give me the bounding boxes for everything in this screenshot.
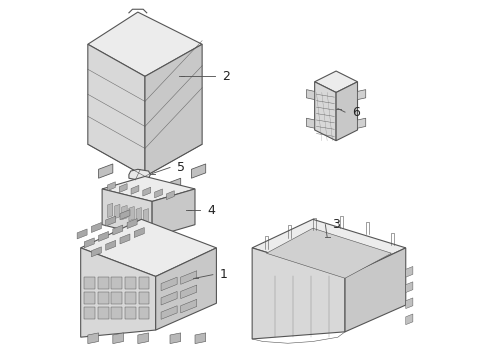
Polygon shape bbox=[406, 314, 413, 325]
Polygon shape bbox=[358, 90, 366, 100]
Polygon shape bbox=[119, 184, 127, 193]
FancyBboxPatch shape bbox=[125, 292, 136, 304]
Polygon shape bbox=[336, 82, 358, 141]
Polygon shape bbox=[181, 299, 197, 313]
Polygon shape bbox=[152, 189, 195, 237]
Polygon shape bbox=[129, 206, 134, 221]
Text: 2: 2 bbox=[222, 70, 230, 83]
Polygon shape bbox=[315, 71, 358, 93]
Polygon shape bbox=[81, 248, 156, 337]
Polygon shape bbox=[167, 191, 174, 200]
Polygon shape bbox=[98, 231, 109, 242]
Polygon shape bbox=[102, 176, 195, 202]
Polygon shape bbox=[92, 247, 101, 257]
Polygon shape bbox=[120, 210, 130, 220]
Polygon shape bbox=[406, 298, 413, 309]
FancyBboxPatch shape bbox=[111, 307, 122, 319]
Polygon shape bbox=[181, 285, 197, 298]
Polygon shape bbox=[406, 282, 413, 293]
Polygon shape bbox=[106, 216, 116, 226]
FancyBboxPatch shape bbox=[125, 277, 136, 289]
Polygon shape bbox=[406, 266, 413, 277]
FancyBboxPatch shape bbox=[98, 307, 109, 319]
FancyBboxPatch shape bbox=[125, 307, 136, 319]
FancyBboxPatch shape bbox=[84, 307, 95, 319]
Text: 1: 1 bbox=[220, 268, 228, 281]
Polygon shape bbox=[88, 12, 202, 76]
Polygon shape bbox=[192, 164, 206, 178]
Polygon shape bbox=[155, 189, 163, 198]
Polygon shape bbox=[106, 240, 116, 250]
Polygon shape bbox=[98, 164, 113, 178]
FancyBboxPatch shape bbox=[139, 307, 149, 319]
Polygon shape bbox=[181, 271, 197, 284]
Polygon shape bbox=[134, 228, 144, 238]
FancyBboxPatch shape bbox=[111, 277, 122, 289]
Polygon shape bbox=[131, 185, 139, 194]
Polygon shape bbox=[143, 208, 148, 223]
Polygon shape bbox=[306, 118, 315, 128]
Polygon shape bbox=[88, 333, 98, 343]
Polygon shape bbox=[315, 82, 336, 141]
Polygon shape bbox=[143, 187, 151, 196]
Polygon shape bbox=[195, 333, 206, 343]
Polygon shape bbox=[167, 178, 181, 193]
Polygon shape bbox=[129, 169, 150, 180]
Polygon shape bbox=[107, 203, 113, 217]
Polygon shape bbox=[136, 207, 142, 222]
Polygon shape bbox=[122, 205, 127, 220]
Polygon shape bbox=[107, 182, 115, 191]
Polygon shape bbox=[120, 234, 130, 244]
Polygon shape bbox=[161, 292, 177, 305]
Polygon shape bbox=[81, 219, 217, 276]
Polygon shape bbox=[113, 333, 123, 343]
FancyBboxPatch shape bbox=[98, 277, 109, 289]
Polygon shape bbox=[92, 222, 101, 233]
Polygon shape bbox=[161, 277, 177, 291]
FancyBboxPatch shape bbox=[139, 292, 149, 304]
Polygon shape bbox=[123, 178, 138, 193]
Polygon shape bbox=[161, 306, 177, 319]
Text: 5: 5 bbox=[177, 161, 185, 174]
Polygon shape bbox=[306, 90, 315, 100]
Polygon shape bbox=[345, 248, 406, 332]
Polygon shape bbox=[127, 219, 137, 229]
FancyBboxPatch shape bbox=[111, 292, 122, 304]
Polygon shape bbox=[138, 333, 148, 343]
Text: 3: 3 bbox=[333, 218, 341, 231]
Polygon shape bbox=[102, 189, 152, 237]
Polygon shape bbox=[156, 248, 217, 330]
FancyBboxPatch shape bbox=[98, 292, 109, 304]
Polygon shape bbox=[88, 44, 145, 176]
Polygon shape bbox=[113, 225, 123, 235]
FancyBboxPatch shape bbox=[139, 277, 149, 289]
Polygon shape bbox=[115, 204, 120, 219]
Polygon shape bbox=[84, 238, 94, 248]
Polygon shape bbox=[358, 118, 366, 128]
Polygon shape bbox=[170, 333, 181, 343]
Polygon shape bbox=[267, 228, 392, 278]
Polygon shape bbox=[252, 219, 406, 276]
FancyBboxPatch shape bbox=[84, 292, 95, 304]
Polygon shape bbox=[145, 44, 202, 176]
FancyBboxPatch shape bbox=[84, 277, 95, 289]
Text: 6: 6 bbox=[352, 105, 360, 119]
Polygon shape bbox=[252, 248, 345, 339]
Text: 4: 4 bbox=[207, 204, 216, 217]
Polygon shape bbox=[77, 229, 87, 239]
